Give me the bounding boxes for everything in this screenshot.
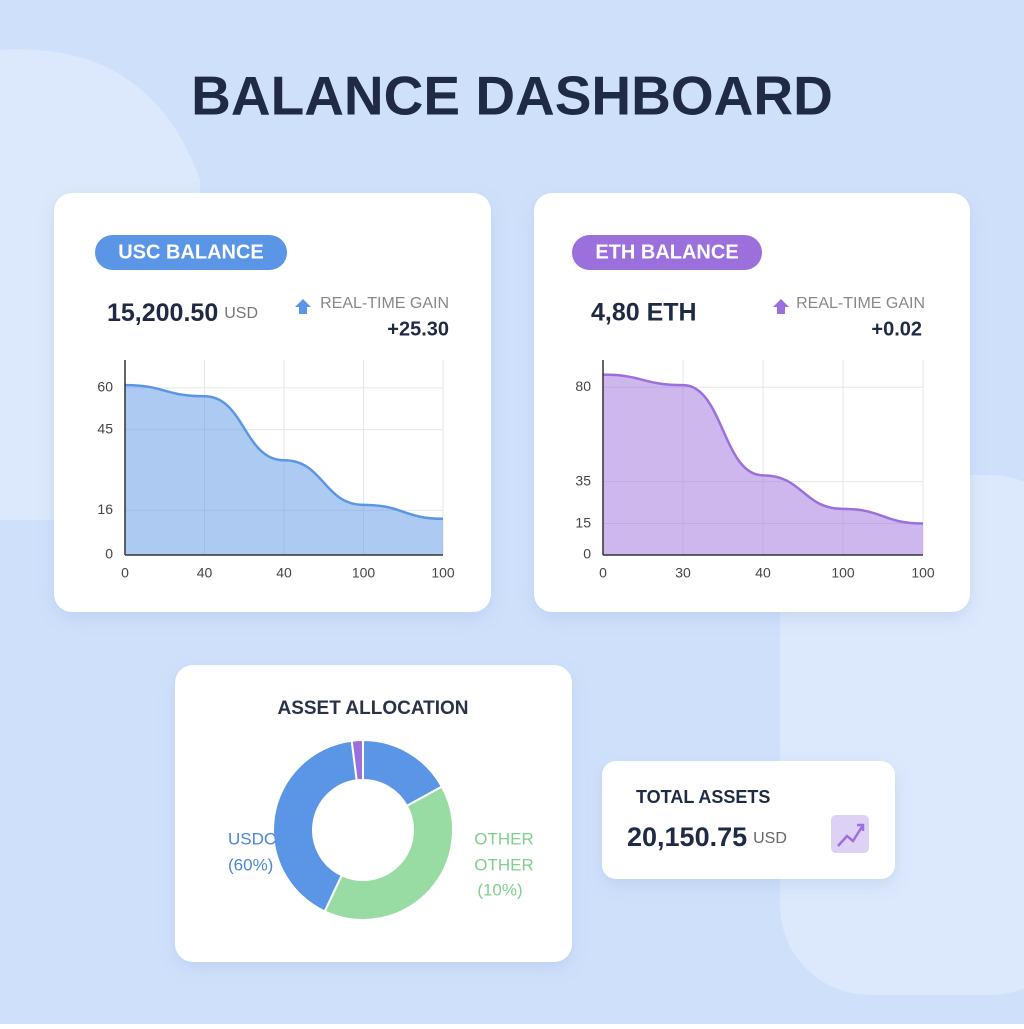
area-fill: [125, 385, 443, 555]
x-tick-label: 30: [675, 565, 691, 581]
x-tick-label: 0: [599, 565, 607, 581]
gain-value: +25.30: [387, 318, 449, 340]
x-tick-label: 100: [831, 565, 855, 581]
x-tick-label: 40: [276, 565, 292, 581]
x-tick-label: 100: [352, 565, 376, 581]
x-tick-label: 0: [121, 565, 129, 581]
badge: [95, 235, 287, 270]
balance-amount: 15,200.50: [107, 299, 218, 327]
trend-icon: [831, 815, 869, 853]
area-line: [124, 383, 444, 521]
y-tick-label: 0: [583, 546, 591, 562]
card: [175, 665, 572, 962]
trend-icon-line: [837, 824, 865, 847]
legend-label: (10%): [477, 880, 522, 899]
y-tick-label: 60: [97, 379, 113, 395]
gain-icon: [295, 299, 311, 314]
legend-label: USDC: [228, 829, 276, 848]
balance-amount: 4,80 ETH: [591, 299, 697, 327]
y-tick-label: 0: [105, 546, 113, 562]
total-title: TOTAL ASSETS: [636, 787, 770, 807]
legend-label: OTHER: [474, 829, 534, 848]
x-tick-label: 40: [197, 565, 213, 581]
badge: [572, 235, 762, 270]
badge-label: ETH BALANCE: [595, 241, 738, 263]
gain-label: REAL-TIME GAIN: [320, 295, 449, 312]
legend-label: OTHER: [474, 855, 534, 874]
card: [602, 761, 895, 879]
x-tick-label: 40: [755, 565, 771, 581]
page-title: BALANCE DASHBOARD: [191, 65, 833, 127]
total: 20,150.75 USD: [627, 822, 787, 852]
total-unit: USD: [753, 830, 787, 847]
gain-label: REAL-TIME GAIN: [796, 295, 925, 312]
gain-icon: [773, 299, 789, 314]
donut-slice: [272, 739, 358, 913]
donut-slice: [350, 738, 364, 782]
x-tick-label: 100: [911, 565, 935, 581]
donut-slice: [323, 785, 454, 921]
y-tick-label: 45: [97, 420, 113, 436]
y-tick-label: 16: [97, 501, 113, 517]
badge-label: USC BALANCE: [118, 241, 264, 263]
y-tick-label: 80: [575, 378, 591, 394]
balance-unit: USD: [224, 305, 258, 322]
balance: 15,200.50 USD: [107, 299, 258, 327]
area-line: [602, 373, 924, 525]
legend-label: (60%): [228, 855, 273, 874]
y-tick-label: 35: [575, 472, 591, 488]
x-tick-label: 100: [431, 565, 455, 581]
chart-title: ASSET ALLOCATION: [277, 698, 468, 719]
y-tick-label: 15: [575, 514, 591, 530]
gain-value: +0.02: [871, 318, 922, 340]
total-amount: 20,150.75: [627, 822, 747, 852]
trend-icon-arrow: [857, 823, 865, 831]
